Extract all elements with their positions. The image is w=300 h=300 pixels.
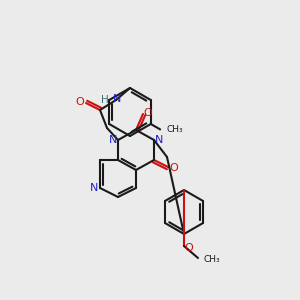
- Text: CH₃: CH₃: [203, 254, 220, 263]
- Text: N: N: [109, 135, 117, 145]
- Text: O: O: [76, 97, 84, 107]
- Text: N: N: [155, 135, 163, 145]
- Text: O: O: [184, 243, 194, 253]
- Text: H: H: [101, 95, 109, 105]
- Text: N: N: [90, 183, 98, 193]
- Text: O: O: [169, 163, 178, 173]
- Text: CH₃: CH₃: [166, 125, 183, 134]
- Text: O: O: [144, 108, 152, 118]
- Text: N: N: [113, 94, 121, 104]
